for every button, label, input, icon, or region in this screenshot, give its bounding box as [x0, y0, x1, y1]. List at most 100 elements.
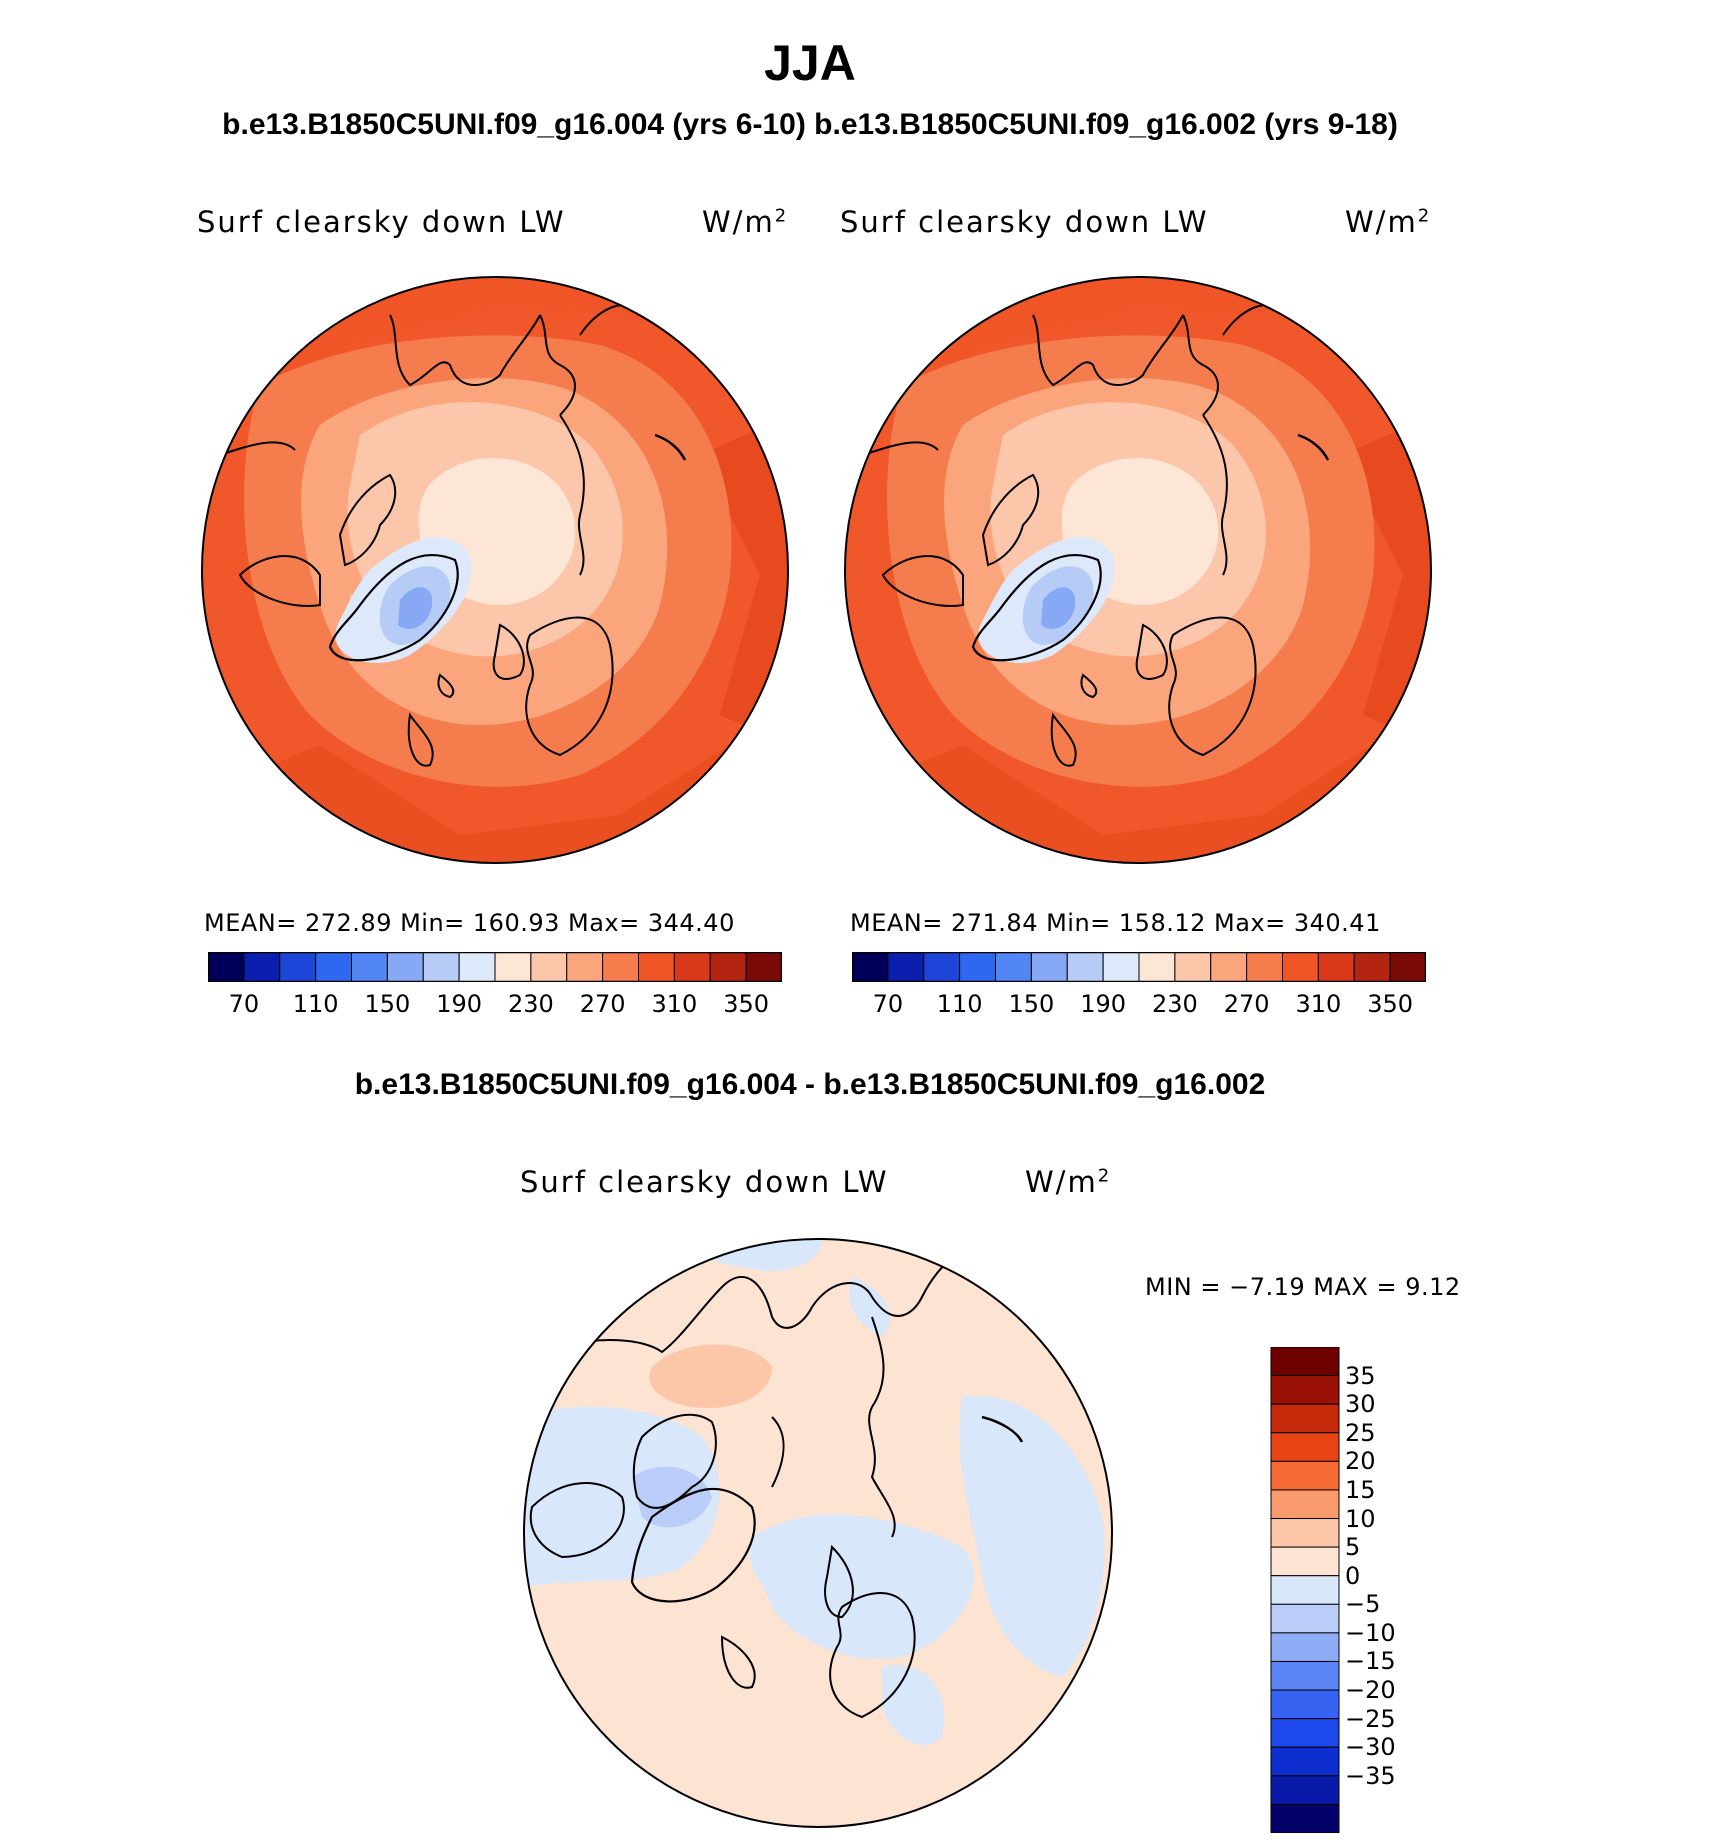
colorbar-swatch [458, 952, 496, 982]
colorbar-tick-label: 0 [1345, 1561, 1361, 1590]
colorbar-swatch [1270, 1689, 1340, 1720]
left-units-label: W/m2 [702, 205, 789, 239]
colorbar-tick-label: 310 [1295, 990, 1342, 1018]
colorbar-tick-label: 310 [651, 990, 698, 1018]
left-colorbar-ticks: 70 110 150 190 230 270 310 350 [208, 990, 782, 1020]
colorbar-tick-label: 15 [1345, 1475, 1376, 1504]
left-polar-map [201, 276, 789, 864]
colorbar-swatch [1270, 1403, 1340, 1434]
colorbar-swatch [494, 952, 532, 982]
left-stats: MEAN= 272.89 Min= 160.93 Max= 344.40 [204, 909, 735, 937]
colorbar-tick-label: 350 [723, 990, 770, 1018]
colorbar-swatch [1066, 952, 1104, 982]
colorbar-tick-label: −20 [1345, 1676, 1396, 1705]
diff-colorbar [1270, 1347, 1340, 1833]
right-units-label: W/m2 [1345, 205, 1432, 239]
colorbar-tick-label: 230 [507, 990, 554, 1018]
colorbar-swatch [1353, 952, 1391, 982]
colorbar-swatch [1270, 1460, 1340, 1491]
colorbar-swatch [1270, 1432, 1340, 1462]
colorbar-swatch [279, 952, 317, 982]
colorbar-swatch [959, 952, 996, 982]
colorbar-tick-label: 190 [1080, 990, 1127, 1018]
right-colorbar [852, 952, 1426, 982]
colorbar-tick-label: −25 [1345, 1704, 1396, 1733]
colorbar-swatch [1270, 1375, 1340, 1405]
colorbar-tick-label: 270 [1223, 990, 1270, 1018]
colorbar-tick-label: −30 [1345, 1733, 1396, 1762]
colorbar-tick-label: 70 [872, 990, 904, 1018]
colorbar-swatch [923, 952, 961, 982]
colorbar-swatch [1102, 952, 1140, 982]
colorbar-tick-label: −15 [1345, 1647, 1396, 1676]
colorbar-tick-label: 110 [292, 990, 339, 1018]
colorbar-tick-label: 20 [1345, 1447, 1376, 1476]
colorbar-tick-label: 35 [1345, 1361, 1376, 1390]
colorbar-tick-label: −35 [1345, 1761, 1396, 1790]
colorbar-swatch [745, 952, 782, 982]
colorbar-tick-label: 5 [1345, 1533, 1361, 1562]
colorbar-tick-label: 10 [1345, 1504, 1376, 1533]
colorbar-tick-label: 190 [436, 990, 483, 1018]
right-polar-map [844, 276, 1432, 864]
colorbar-tick-label: 25 [1345, 1418, 1376, 1447]
diff-units-label: W/m2 [1025, 1165, 1112, 1199]
right-variable-label: Surf clearsky down LW [840, 205, 1209, 239]
diff-variable-label: Surf clearsky down LW [520, 1165, 889, 1199]
colorbar-swatch [1270, 1803, 1340, 1833]
colorbar-swatch [1270, 1718, 1340, 1748]
colorbar-swatch [673, 952, 711, 982]
colorbar-swatch [1270, 1575, 1340, 1605]
colorbar-swatch [1270, 1746, 1340, 1777]
colorbar-tick-label: 150 [1008, 990, 1055, 1018]
colorbar-tick-label: 230 [1151, 990, 1198, 1018]
colorbar-swatch [995, 952, 1032, 982]
colorbar-swatch [1030, 952, 1068, 982]
colorbar-swatch [243, 952, 281, 982]
colorbar-tick-label: 70 [228, 990, 260, 1018]
colorbar-swatch [1138, 952, 1176, 982]
colorbar-swatch [602, 952, 639, 982]
colorbar-swatch [1270, 1660, 1340, 1691]
right-stats: MEAN= 271.84 Min= 158.12 Max= 340.41 [850, 909, 1381, 937]
colorbar-swatch [1270, 1518, 1340, 1548]
colorbar-swatch [386, 952, 424, 982]
colorbar-swatch [315, 952, 352, 982]
colorbar-swatch [1389, 952, 1426, 982]
diff-polar-map [523, 1238, 1113, 1828]
colorbar-swatch [887, 952, 925, 982]
colorbar-swatch [852, 952, 889, 982]
left-colorbar [208, 952, 782, 982]
colorbar-swatch [1270, 1347, 1340, 1377]
colorbar-swatch [1270, 1775, 1340, 1805]
colorbar-swatch [709, 952, 747, 982]
colorbar-swatch [530, 952, 568, 982]
case-subtitle: b.e13.B1850C5UNI.f09_g16.004 (yrs 6-10) … [222, 108, 1398, 141]
colorbar-tick-label: 110 [936, 990, 983, 1018]
colorbar-tick-label: 30 [1345, 1390, 1376, 1419]
colorbar-swatch [1270, 1632, 1340, 1662]
colorbar-tick-label: 270 [579, 990, 626, 1018]
diff-stats: MIN = −7.19 MAX = 9.12 [1145, 1273, 1461, 1301]
right-colorbar-ticks: 70 110 150 190 230 270 310 350 [852, 990, 1426, 1020]
colorbar-tick-label: −5 [1345, 1590, 1381, 1619]
colorbar-swatch [422, 952, 460, 982]
colorbar-swatch [1317, 952, 1355, 982]
colorbar-swatch [208, 952, 245, 982]
colorbar-swatch [1270, 1546, 1340, 1577]
colorbar-swatch [1282, 952, 1319, 982]
colorbar-tick-label: 350 [1367, 990, 1414, 1018]
colorbar-swatch [638, 952, 675, 982]
colorbar-swatch [1174, 952, 1212, 982]
colorbar-swatch [1246, 952, 1283, 982]
colorbar-tick-label: 150 [364, 990, 411, 1018]
colorbar-swatch [1270, 1603, 1340, 1634]
colorbar-swatch [351, 952, 388, 982]
colorbar-swatch [1210, 952, 1248, 982]
left-variable-label: Surf clearsky down LW [197, 205, 566, 239]
page-title: JJA [764, 35, 856, 91]
colorbar-tick-label: −10 [1345, 1618, 1396, 1647]
difference-title: b.e13.B1850C5UNI.f09_g16.004 - b.e13.B18… [354, 1068, 1266, 1101]
colorbar-swatch [566, 952, 604, 982]
colorbar-swatch [1270, 1489, 1340, 1520]
